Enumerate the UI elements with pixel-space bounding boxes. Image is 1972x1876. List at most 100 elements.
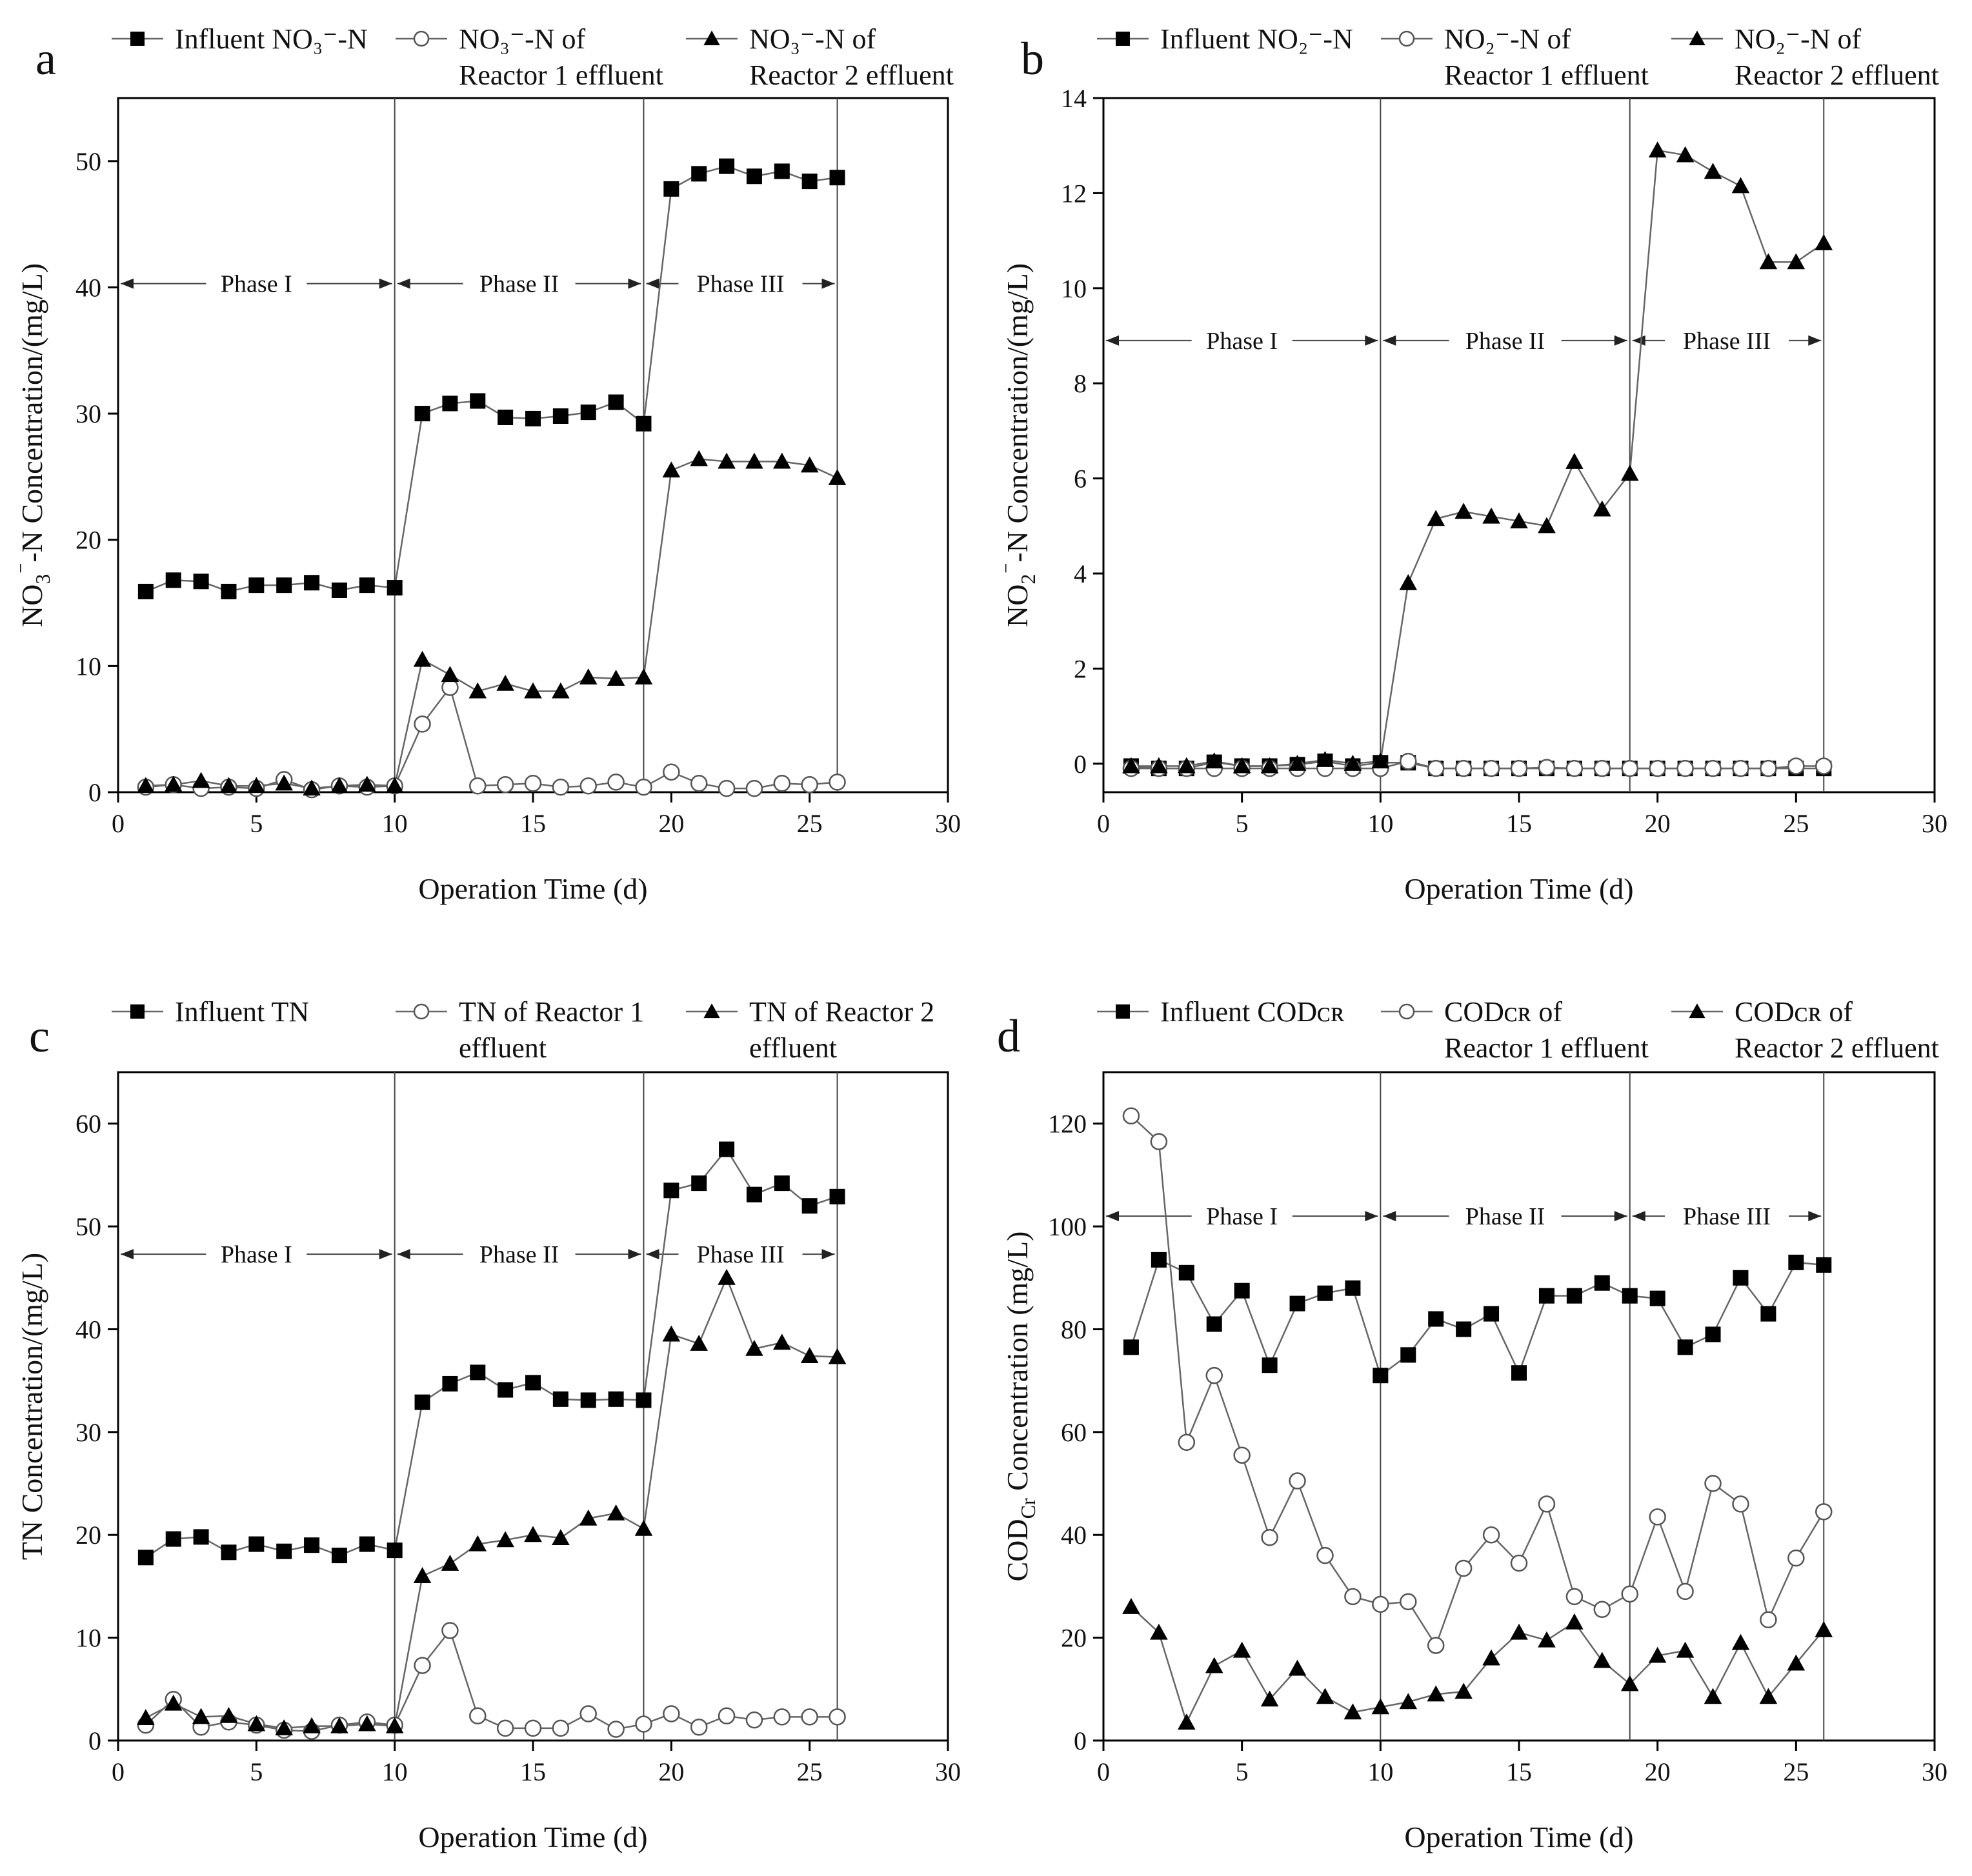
data-point-square <box>636 415 652 432</box>
y-axis-title-rest: Concentration (mg/L) <box>1001 1231 1034 1498</box>
data-point-triangle <box>773 452 791 469</box>
plot-frame <box>117 1071 949 1742</box>
data-point-circle <box>690 775 708 792</box>
data-point-circle <box>1482 759 1500 777</box>
legend-label: Reactor 2 effluent <box>749 59 954 91</box>
panel-c-chart: c 0 5 10 15 20 25 30 0 10 20 30 40 50 60 Operation Time… <box>15 996 961 1853</box>
data-point-triangle <box>1787 253 1806 270</box>
legend-label: Influent NO₂⁻-N <box>1160 23 1353 55</box>
data-point-circle <box>1704 1475 1722 1492</box>
y-tick-label: 4 <box>1074 559 1087 588</box>
data-point-triangle <box>1538 1631 1556 1648</box>
data-point-square <box>276 577 292 594</box>
phase-arrowhead-right <box>628 278 641 289</box>
legend-label: CODᴄʀ of <box>1444 996 1562 1028</box>
phase-label: Phase II <box>1465 328 1545 355</box>
data-point-circle <box>1233 1446 1251 1464</box>
x-tick-label: 0 <box>1097 1757 1110 1786</box>
data-point-circle <box>1454 759 1473 777</box>
data-point-triangle <box>773 1333 791 1350</box>
data-point-triangle <box>1260 757 1279 773</box>
data-point-triangle <box>1427 510 1445 526</box>
data-point-triangle <box>1676 146 1695 163</box>
y-tick-label: 30 <box>75 1418 101 1447</box>
data-point-square <box>221 1544 237 1561</box>
data-point-triangle <box>1343 754 1362 771</box>
data-point-circle <box>441 1622 459 1639</box>
y-tick-label: 120 <box>1048 1110 1087 1139</box>
data-point-circle <box>552 1719 570 1737</box>
data-point-triangle <box>1150 757 1168 773</box>
data-point-circle <box>1482 1526 1500 1544</box>
data-point-square <box>304 575 320 591</box>
data-point-circle <box>829 1708 846 1726</box>
data-point-circle <box>1122 1107 1140 1124</box>
data-point-triangle <box>1815 1621 1833 1637</box>
data-point-square <box>193 574 209 590</box>
phase-arrowhead-right <box>1614 335 1627 346</box>
data-point-circle <box>1289 1472 1306 1490</box>
y-axis-title-subscript: Cr <box>1016 1498 1040 1519</box>
data-point-triangle <box>579 668 598 685</box>
x-tick-label: 30 <box>935 809 961 838</box>
data-point-circle <box>1538 1495 1556 1513</box>
phase-arrowhead-left <box>121 278 134 289</box>
data-point-triangle <box>662 461 681 478</box>
y-tick-label: 10 <box>75 652 101 681</box>
data-point-square <box>580 404 596 421</box>
data-point-square <box>1178 1264 1194 1281</box>
data-point-circle <box>718 1707 736 1724</box>
data-point-triangle <box>745 452 763 469</box>
data-point-circle <box>745 1711 763 1729</box>
data-point-triangle <box>1454 503 1473 519</box>
data-point-triangle <box>385 777 404 793</box>
y-tick-label: 0 <box>88 1726 101 1755</box>
legend-label: NO₂⁻-N of <box>1444 23 1571 55</box>
x-tick-label: 0 <box>112 809 125 838</box>
y-tick-label: 0 <box>88 778 101 807</box>
data-point-triangle <box>718 1268 736 1285</box>
data-point-square <box>719 158 735 174</box>
data-point-triangle <box>247 1715 266 1731</box>
data-point-circle <box>635 778 652 796</box>
legend-label: Reactor 1 effluent <box>1444 59 1649 91</box>
x-tick-label: 15 <box>520 809 546 838</box>
legend-label: NO₃⁻-N of <box>749 23 876 55</box>
legend-marker-square <box>1116 1004 1130 1019</box>
phase-arrowhead-left <box>397 278 410 289</box>
data-point-triangle <box>1316 1688 1334 1704</box>
phase-label: Phase II <box>479 271 559 298</box>
x-tick-label: 20 <box>1645 1757 1671 1786</box>
data-point-triangle <box>1232 757 1251 773</box>
x-tick-label: 15 <box>1506 809 1532 838</box>
phase-arrowhead-left <box>646 1249 659 1260</box>
x-tick-label: 20 <box>658 1757 684 1786</box>
phase-arrowhead-right <box>628 1249 641 1260</box>
data-point-circle <box>829 773 846 791</box>
data-point-square <box>1206 1316 1222 1332</box>
data-point-triangle <box>800 1347 819 1363</box>
data-point-triangle <box>800 456 819 473</box>
legend-label: Reactor 2 effluent <box>1735 59 1939 91</box>
data-point-square <box>525 410 541 426</box>
data-point-triangle <box>275 774 293 791</box>
legend-label: Influent NO₃⁻-N <box>175 23 368 55</box>
data-point-triangle <box>1759 253 1778 270</box>
data-point-triangle <box>1565 452 1584 469</box>
phase-arrowhead-right <box>821 278 835 289</box>
data-point-circle <box>1427 1637 1445 1654</box>
plot-frame <box>1102 97 1936 793</box>
y-tick-label: 10 <box>1061 274 1087 303</box>
y-tick-label: 100 <box>1048 1212 1087 1241</box>
data-point-triangle <box>828 1348 847 1364</box>
y-axis-title: TN Concentration/(mg/L) <box>15 1253 48 1561</box>
y-tick-label: 40 <box>1061 1521 1087 1550</box>
data-point-triangle <box>524 1526 542 1542</box>
data-point-triangle <box>1399 574 1418 590</box>
data-point-circle <box>745 779 763 797</box>
data-point-triangle <box>1178 1713 1196 1730</box>
data-point-triangle <box>1150 1623 1168 1640</box>
legend-label: Reactor 1 effluent <box>1444 1032 1649 1064</box>
y-axis-title-text: TN Concentration/(mg/L) <box>15 1253 48 1561</box>
data-point-triangle <box>1288 754 1307 771</box>
